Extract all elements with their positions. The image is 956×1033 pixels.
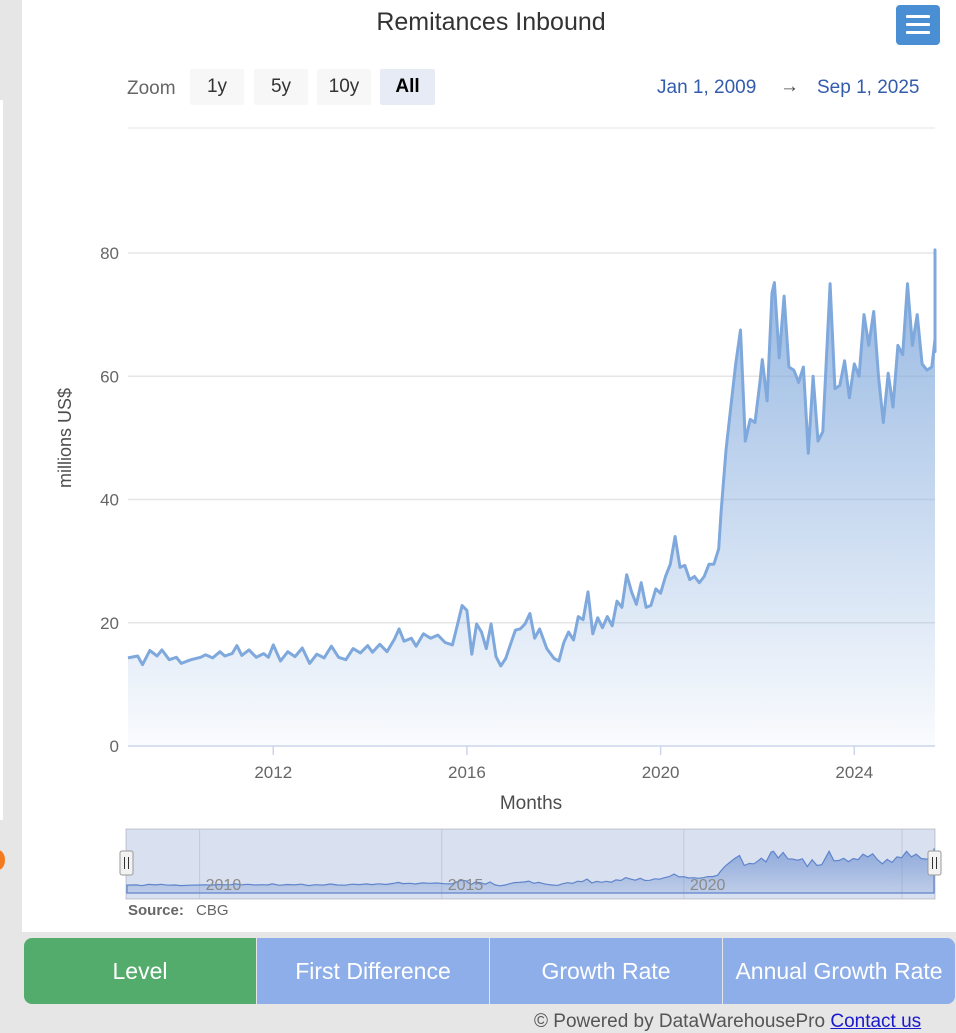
series-line[interactable] [127, 248, 937, 668]
hamburger-icon-bar [906, 23, 930, 26]
contact-link[interactable]: Contact us [830, 1011, 922, 1032]
source-value: CBG [196, 902, 229, 919]
zoom-label: Zoom [127, 78, 176, 99]
zoom-1y-button[interactable]: 1y [190, 69, 244, 105]
navigator-left-handle[interactable] [119, 850, 134, 876]
y-tick-label: 0 [110, 737, 119, 756]
powered-by-text: © Powered by DataWarehousePro [534, 1011, 826, 1032]
tab-level[interactable]: Level [24, 938, 256, 1004]
navigator-year-label: 2010 [206, 877, 242, 894]
powered-by-footer: © Powered by DataWarehousePro Contact us [534, 1011, 921, 1033]
series-area [128, 249, 935, 746]
x-tick-label: 2020 [642, 763, 680, 782]
tab-growth-rate[interactable]: Growth Rate [490, 938, 722, 1004]
y-tick-label: 60 [100, 367, 119, 386]
x-tick-label: 2024 [835, 763, 873, 782]
chart-title: Remitances Inbound [376, 8, 606, 36]
source-prefix: Source: [128, 902, 184, 919]
navigator-series [126, 848, 935, 894]
zoom-10y-button[interactable]: 10y [317, 69, 371, 105]
navigator-year-label: 2020 [690, 877, 726, 894]
navigator-selection-mask[interactable] [126, 829, 935, 899]
y-tick-label: 80 [100, 244, 119, 263]
navigator-year-label: 2015 [448, 877, 484, 894]
view-tab-bar: Level First Difference Growth Rate Annua… [22, 936, 956, 1006]
y-axis-title: millions US$ [55, 388, 75, 488]
hamburger-icon-bar [906, 31, 930, 34]
x-tick-label: 2012 [254, 763, 292, 782]
hamburger-icon-bar [906, 15, 930, 18]
zoom-all-button[interactable]: All [380, 69, 435, 105]
y-tick-label: 40 [100, 491, 119, 510]
y-tick-label: 20 [100, 614, 119, 633]
navigator-right-handle[interactable] [927, 850, 942, 876]
feedback-dot[interactable] [0, 850, 5, 870]
chart-menu-button[interactable] [896, 5, 940, 45]
left-edge-strip [0, 100, 3, 820]
zoom-5y-button[interactable]: 5y [254, 69, 308, 105]
x-tick-label: 2016 [448, 763, 486, 782]
range-arrow: → [780, 76, 799, 97]
range-to-input[interactable]: Sep 1, 2025 [817, 77, 920, 98]
range-from-input[interactable]: Jan 1, 2009 [657, 77, 757, 98]
tab-annual-growth-rate[interactable]: Annual Growth Rate [723, 938, 955, 1004]
x-axis-title: Months [500, 793, 562, 814]
tab-first-difference[interactable]: First Difference [257, 938, 489, 1004]
